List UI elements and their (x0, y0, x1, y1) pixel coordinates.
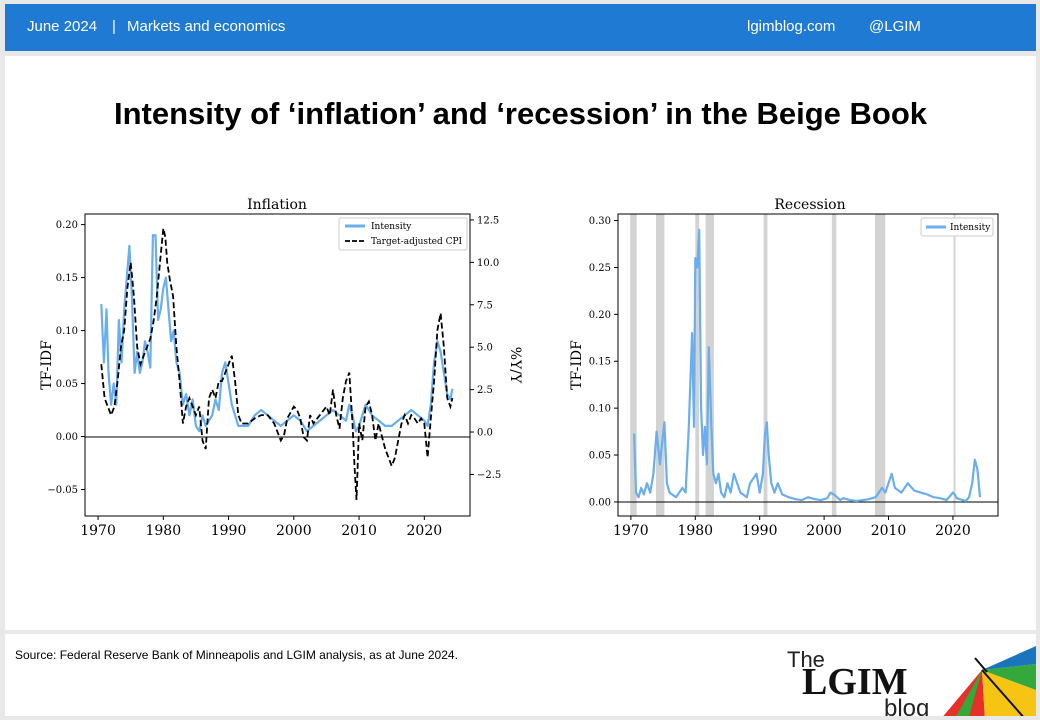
recession-plot-area (617, 213, 999, 517)
y-tick-label: 0.00 (56, 432, 78, 443)
recession-band (695, 214, 700, 516)
recession-band (953, 214, 956, 516)
legend-cpi-label: Target-adjusted CPI (371, 237, 463, 247)
footer: Source: Federal Reserve Bank of Minneapo… (5, 634, 1036, 716)
inflation-y-label: TF-IDF (39, 340, 55, 390)
header-handle-link[interactable]: @LGIM (869, 18, 921, 35)
x-tick-label: 2020 (935, 523, 971, 539)
recession-chart-title: Recession (774, 197, 845, 213)
recession-chart-svg: Recession 1970 1980 1990 2000 2010 2020 0.300… (569, 197, 999, 539)
recession-chart: Recession 1970 1980 1990 2000 2010 2020 0.30 0… (560, 186, 1020, 546)
x-tick-label: 1990 (211, 523, 247, 539)
y-tick-label: 0.05 (56, 379, 78, 390)
y-tick-label: 0.20 (56, 220, 78, 231)
recession-bands (630, 214, 956, 516)
inflation-legend: Intensity Target-adjusted CPI (338, 217, 468, 251)
inflation-chart-svg: Inflation 1970 1980 1990 2000 2010 2020 0.200… (39, 197, 523, 539)
recession-y-ticks: 0.30 0.25 0.20 0.15 0.10 0.05 0.00 (589, 216, 618, 508)
x-tick-label: 1970 (80, 523, 116, 539)
recession-legend-label: Intensity (950, 223, 991, 233)
header-site-link[interactable]: lgimblog.com (747, 18, 836, 35)
cpi-line (100, 228, 454, 500)
y-tick-label: 0.10 (589, 404, 611, 415)
header-date: June 2024 (27, 18, 98, 35)
x-tick-label: 2010 (871, 523, 907, 539)
y-tick-label: 0.20 (589, 310, 611, 321)
y2-tick-label: 7.5 (477, 300, 493, 311)
recession-band (656, 214, 665, 516)
inflation-series-group (100, 228, 454, 500)
x-tick-label: 2010 (341, 523, 377, 539)
recession-intensity-line (633, 228, 982, 503)
x-tick-label: 1990 (742, 523, 778, 539)
lgim-blog-logo[interactable]: The LGIM blog (780, 640, 1036, 716)
header-category-link[interactable]: Markets and economics (127, 18, 286, 35)
inflation-y2-ticks: 12.5 10.0 7.5 5.0 2.5 0.0 −2.5 (470, 215, 501, 481)
umbrella-icon (943, 646, 1036, 716)
logo-blog: blog (884, 695, 929, 716)
inflation-y-ticks: 0.20 0.15 0.10 0.05 0.00 −0.05 (47, 220, 85, 496)
x-tick-label: 2000 (806, 523, 842, 539)
source-note: Source: Federal Reserve Bank of Minneapo… (15, 648, 458, 662)
logo-the: The (787, 647, 825, 672)
recession-y-label: TF-IDF (569, 340, 585, 390)
recession-band (763, 214, 768, 516)
content-panel: Intensity of ‘inflation’ and ‘recession’… (5, 56, 1036, 630)
x-tick-label: 2000 (276, 523, 312, 539)
x-tick-label: 1980 (145, 523, 181, 539)
x-tick-label: 1970 (613, 523, 649, 539)
y-tick-label: 0.15 (589, 357, 611, 368)
recession-x-ticks: 1970 1980 1990 2000 2010 2020 (613, 516, 971, 539)
y2-tick-label: −2.5 (477, 470, 501, 481)
inflation-y2-label: %Y/Y (507, 347, 523, 384)
header-separator: | (112, 18, 116, 35)
recession-band (831, 214, 837, 516)
header-bar: June 2024 | Markets and economics lgimbl… (5, 4, 1036, 51)
legend-intensity-label: Intensity (371, 222, 412, 232)
recession-legend: Intensity (920, 217, 994, 237)
y2-tick-label: 12.5 (477, 215, 499, 226)
recession-legend-box (920, 217, 994, 237)
inflation-legend-box (338, 217, 468, 251)
y2-tick-label: 0.0 (477, 428, 493, 439)
recession-band (630, 214, 637, 516)
intensity-line (100, 234, 454, 433)
inflation-chart: Inflation 1970 1980 1990 2000 2010 2020 0.20 0… (25, 186, 525, 546)
page-title: Intensity of ‘inflation’ and ‘recession’… (113, 96, 928, 131)
y-tick-label: 0.15 (56, 273, 78, 284)
y-tick-label: 0.30 (589, 216, 611, 227)
y-tick-label: 0.25 (589, 263, 611, 274)
inflation-x-ticks: 1970 1980 1990 2000 2010 2020 (80, 516, 442, 539)
y2-tick-label: 2.5 (477, 385, 493, 396)
y-tick-label: −0.05 (47, 485, 78, 496)
y-tick-label: 0.05 (589, 451, 611, 462)
x-tick-label: 2020 (407, 523, 443, 539)
y2-tick-label: 5.0 (477, 343, 493, 354)
y-tick-label: 0.10 (56, 326, 78, 337)
logo-lgim: LGIM (802, 661, 908, 703)
x-tick-label: 1980 (677, 523, 713, 539)
recession-band (874, 214, 886, 516)
y-tick-label: 0.00 (589, 497, 611, 508)
inflation-chart-title: Inflation (247, 197, 307, 213)
y2-tick-label: 10.0 (477, 258, 499, 269)
